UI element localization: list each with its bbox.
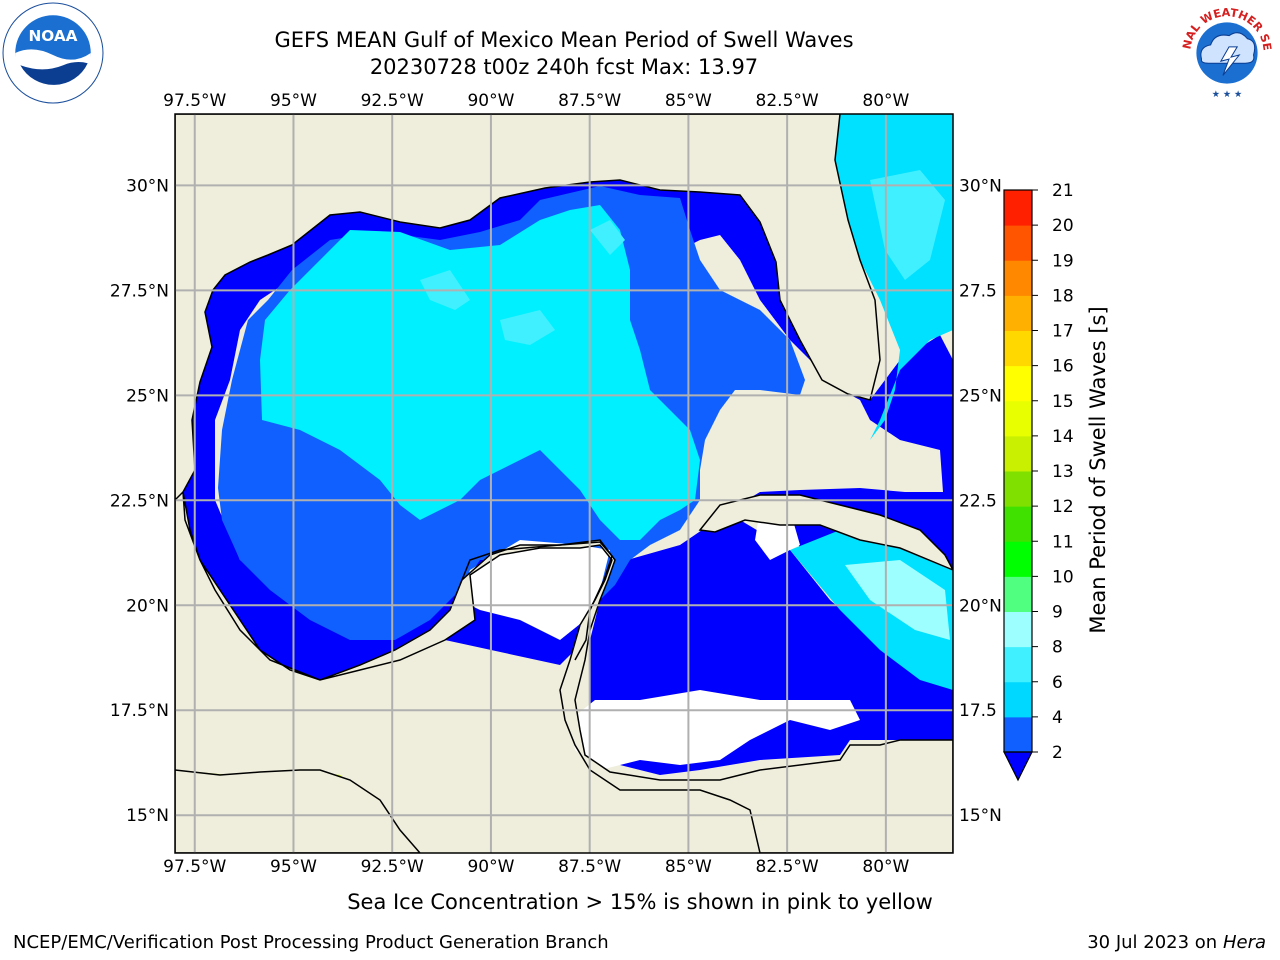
lon-label-top: 92.5°W: [361, 91, 424, 111]
gulf-water-lightcyan: [420, 220, 625, 345]
footer-date: 30 Jul 2023 on Hera: [1087, 932, 1266, 953]
colorbar-tick-label: 10: [1052, 567, 1074, 587]
colorbar-swatch: [1004, 471, 1032, 507]
colorbar-tick-label: 18: [1052, 286, 1074, 306]
colorbar-tick-label: 11: [1052, 532, 1074, 552]
lon-label-bottom: 82.5°W: [756, 857, 819, 877]
lon-label-bottom: 87.5°W: [558, 857, 621, 877]
lat-label-left: 30°N: [126, 176, 169, 196]
colorbar-tick-label: 20: [1052, 216, 1074, 236]
colorbar-tick-label: 21: [1052, 181, 1074, 201]
lat-label-right: 25°N: [959, 386, 1002, 406]
lat-label-left: 17.5°N: [110, 701, 169, 721]
noaa-logo: NOAA: [2, 2, 104, 104]
no-data-region: [460, 510, 860, 770]
lon-label-bottom: 95°W: [270, 857, 317, 877]
cuba-land: [698, 494, 953, 571]
map-subtitle: 20230728 t00z 240h fcst Max: 13.97: [369, 55, 759, 79]
caribbean-water-lightcyan: [845, 560, 950, 640]
colorbar-swatch: [1004, 646, 1032, 683]
colorbar-swatch: [1004, 716, 1032, 753]
colorbar-tick-label: 6: [1052, 673, 1063, 693]
lon-label-top: 80°W: [862, 91, 909, 111]
colorbar-swatch: [1004, 435, 1032, 472]
colorbar-tick-label: 15: [1052, 392, 1074, 412]
map-title: GEFS MEAN Gulf of Mexico Mean Period of …: [274, 28, 854, 52]
lon-label-top: 87.5°W: [558, 91, 621, 111]
map-frame: [174, 113, 954, 854]
colorbar-swatch: [1004, 611, 1032, 648]
mexico-land: [175, 114, 953, 853]
colorbar-tick-label: 8: [1052, 638, 1063, 658]
lon-label-bottom: 92.5°W: [361, 857, 424, 877]
colorbar-swatch: [1004, 541, 1032, 577]
lon-label-bottom: 80°W: [862, 857, 909, 877]
colorbar-tick-label: 4: [1052, 708, 1063, 728]
map-ticks: 97.5°W 97.5°W 95°W 95°W 92.5°W 92.5°W 90°W 90°W…: [110, 91, 1002, 877]
colorbar-swatch: [1004, 260, 1032, 296]
lon-label-top: 82.5°W: [756, 91, 819, 111]
colorbar-tick-label: 19: [1052, 251, 1074, 271]
colorbar-swatch: [1004, 681, 1032, 718]
colorbar-swatch: [1004, 506, 1032, 542]
lon-label-top: 97.5°W: [163, 91, 226, 111]
colorbar-tick-label: 12: [1052, 497, 1074, 517]
colorbar-swatch: [1004, 225, 1032, 261]
lon-label-bottom: 97.5°W: [163, 857, 226, 877]
colorbar-tick-label: 13: [1052, 462, 1074, 482]
noaa-logo-text: NOAA: [28, 27, 77, 45]
lat-label-right: 22.5: [959, 491, 997, 511]
colorbar-swatch: [1004, 400, 1032, 437]
lat-label-right: 20°N: [959, 596, 1002, 616]
colorbar-tick-label: 14: [1052, 427, 1074, 447]
lat-label-right: 27.5: [959, 281, 997, 301]
colorbar: 2 4 6 8 9 10 11 12 13 14 15 16 17 18 19 20 21: [1003, 181, 1074, 782]
lon-label-top: 85°W: [665, 91, 712, 111]
lon-label-top: 95°W: [270, 91, 317, 111]
lat-label-left: 20°N: [126, 596, 169, 616]
national-weather-service-logo: NATIONAL WEATHER SERVICE ★ ★ ★: [1176, 2, 1276, 102]
lon-label-bottom: 85°W: [665, 857, 712, 877]
map-graticule: [175, 114, 953, 853]
lat-label-left: 15°N: [126, 806, 169, 826]
colorbar-tick-label: 16: [1052, 357, 1074, 377]
lat-label-right: 30°N: [959, 176, 1002, 196]
lat-label-right: 15°N: [959, 806, 1002, 826]
footer-credit: NCEP/EMC/Verification Post Processing Pr…: [13, 932, 609, 953]
colorbar-swatch: [1004, 330, 1032, 367]
sea-ice-note: Sea Ice Concentration > 15% is shown in …: [347, 890, 933, 914]
svg-text:★ ★ ★: ★ ★ ★: [1212, 89, 1243, 100]
footer-machine: Hera: [1222, 932, 1266, 953]
colorbar-under-arrow: [1003, 751, 1033, 782]
lon-label-bottom: 90°W: [467, 857, 514, 877]
colorbar-tick-label: 17: [1052, 322, 1074, 342]
colorbar-swatch: [1004, 295, 1032, 331]
colorbar-label: Mean Period of Swell Waves [s]: [1086, 306, 1110, 634]
lat-label-right: 17.5: [959, 701, 997, 721]
lat-label-left: 27.5°N: [110, 281, 169, 301]
lon-label-top: 90°W: [467, 91, 514, 111]
colorbar-swatch: [1004, 576, 1032, 612]
colorbar-tick-label: 9: [1052, 603, 1063, 623]
colorbar-swatch: [1004, 190, 1032, 226]
yucatan-coast: [461, 541, 613, 661]
colorbar-swatch: [1004, 365, 1032, 402]
lat-label-left: 25°N: [126, 386, 169, 406]
footer-date-text: 30 Jul 2023 on: [1087, 932, 1223, 953]
lat-label-left: 22.5°N: [110, 491, 169, 511]
colorbar-tick-label: 2: [1052, 743, 1063, 763]
atlantic-water-lightcyan: [870, 170, 945, 280]
